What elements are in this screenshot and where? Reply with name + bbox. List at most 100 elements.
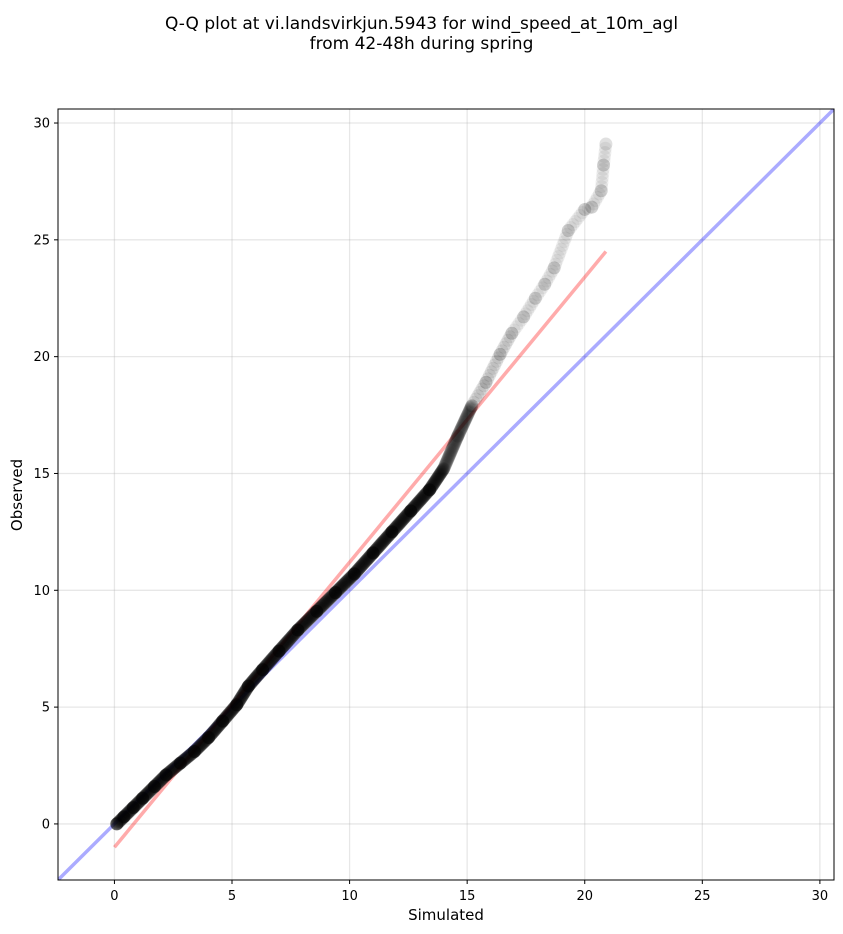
qq-point	[465, 399, 479, 413]
qq-point-fill	[437, 461, 451, 475]
qq-point-fill	[545, 264, 559, 278]
qq-point-fill	[464, 401, 478, 415]
qq-point-fill	[435, 464, 449, 478]
qq-point-fill	[393, 516, 407, 530]
qq-point-fill	[432, 468, 446, 482]
qq-point-fill	[589, 194, 603, 208]
grid	[58, 109, 834, 880]
qq-point-fill	[434, 465, 448, 479]
point-cloud	[110, 141, 612, 831]
qq-point-fill	[431, 470, 445, 484]
qq-point-fill	[592, 187, 606, 201]
qq-point-fill	[445, 443, 459, 457]
qq-point-fill	[573, 208, 587, 222]
qq-point-fill	[597, 158, 611, 172]
qq-point-fill	[461, 406, 475, 420]
qq-point-fill	[376, 535, 390, 549]
qq-point-fill	[596, 162, 610, 176]
qq-point-fill	[445, 444, 459, 458]
qq-point-fill	[469, 392, 483, 406]
qq-point	[230, 698, 244, 712]
qq-point	[594, 184, 608, 198]
qq-point	[385, 525, 399, 539]
qq-point-fill	[561, 223, 575, 237]
qq-point-fill	[446, 441, 460, 455]
qq-point-fill	[357, 556, 371, 570]
qq-point-fill	[339, 575, 353, 589]
qq-point-fill	[338, 576, 352, 590]
qq-point-fill	[455, 421, 469, 435]
qq-point-fill	[451, 428, 465, 442]
qq-point	[173, 756, 187, 770]
qq-point-fill	[557, 235, 571, 249]
qq-point	[347, 567, 361, 581]
qq-point-fill	[283, 632, 297, 646]
qq-point-fill	[598, 145, 612, 159]
y-axis-label: Observed	[8, 459, 26, 531]
qq-point-fill	[510, 320, 524, 334]
qq-point-fill	[543, 267, 557, 281]
qq-point-fill	[549, 257, 563, 271]
qq-point-fill	[457, 415, 471, 429]
qq-point-fill	[497, 340, 511, 354]
qq-point-fill	[320, 594, 334, 608]
qq-point-fill	[280, 635, 294, 649]
qq-point-fill	[451, 428, 465, 442]
qq-point-fill	[540, 274, 554, 288]
qq-point-fill	[446, 441, 460, 455]
qq-point-fill	[355, 558, 369, 572]
qq-point	[479, 375, 493, 389]
qq-point	[201, 730, 215, 744]
qq-point-fill	[462, 404, 476, 418]
qq-point-fill	[461, 407, 475, 421]
qq-point-fill	[374, 537, 388, 551]
qq-point-fill	[301, 612, 315, 626]
qq-point-fill	[491, 351, 505, 365]
qq-point-fill	[396, 513, 410, 527]
qq-point-fill	[394, 514, 408, 528]
qq-point	[561, 223, 575, 237]
qq-point-fill	[456, 418, 470, 432]
qq-point	[256, 663, 270, 677]
qq-point	[291, 623, 305, 637]
qq-point-fill	[434, 466, 448, 480]
qq-point-fill	[377, 534, 391, 548]
qq-point-fill	[444, 446, 458, 460]
qq-point-fill	[263, 654, 277, 668]
qq-point-fill	[595, 179, 609, 193]
qq-point-fill	[451, 429, 465, 443]
qq-point-fill	[550, 253, 564, 267]
chart-title-line-2: from 42-48h during spring	[309, 34, 534, 54]
y-tick-label: 0	[42, 817, 50, 832]
qq-point-fill	[356, 557, 370, 571]
qq-point-fill	[558, 231, 572, 245]
qq-point-fill	[456, 417, 470, 431]
qq-point-fill	[458, 413, 472, 427]
qq-point-fill	[442, 449, 456, 463]
qq-point	[585, 200, 599, 214]
qq-point-fill	[438, 460, 452, 474]
qq-point-fill	[448, 436, 462, 450]
qq-point-fill	[358, 555, 372, 569]
qq-point-fill	[521, 304, 535, 318]
qq-point-fill	[300, 614, 314, 628]
qq-point	[136, 791, 150, 805]
qq-point-fill	[374, 537, 388, 551]
qq-point-fill	[564, 220, 578, 234]
qq-point	[126, 801, 140, 815]
qq-point-fill	[454, 423, 468, 437]
qq-point-fill	[264, 653, 278, 667]
qq-point-fill	[578, 202, 592, 216]
x-tick-label: 30	[812, 889, 829, 904]
qq-point-fill	[431, 470, 445, 484]
qq-point-fill	[437, 460, 451, 474]
qq-point-fill	[447, 437, 461, 451]
qq-point-fill	[499, 337, 513, 351]
qq-point-fill	[443, 447, 457, 461]
qq-point-fill	[429, 473, 443, 487]
x-axis-label: Simulated	[408, 906, 484, 924]
qq-point-fill	[394, 515, 408, 529]
qq-point-fill	[454, 421, 468, 435]
qq-point-fill	[522, 301, 536, 315]
